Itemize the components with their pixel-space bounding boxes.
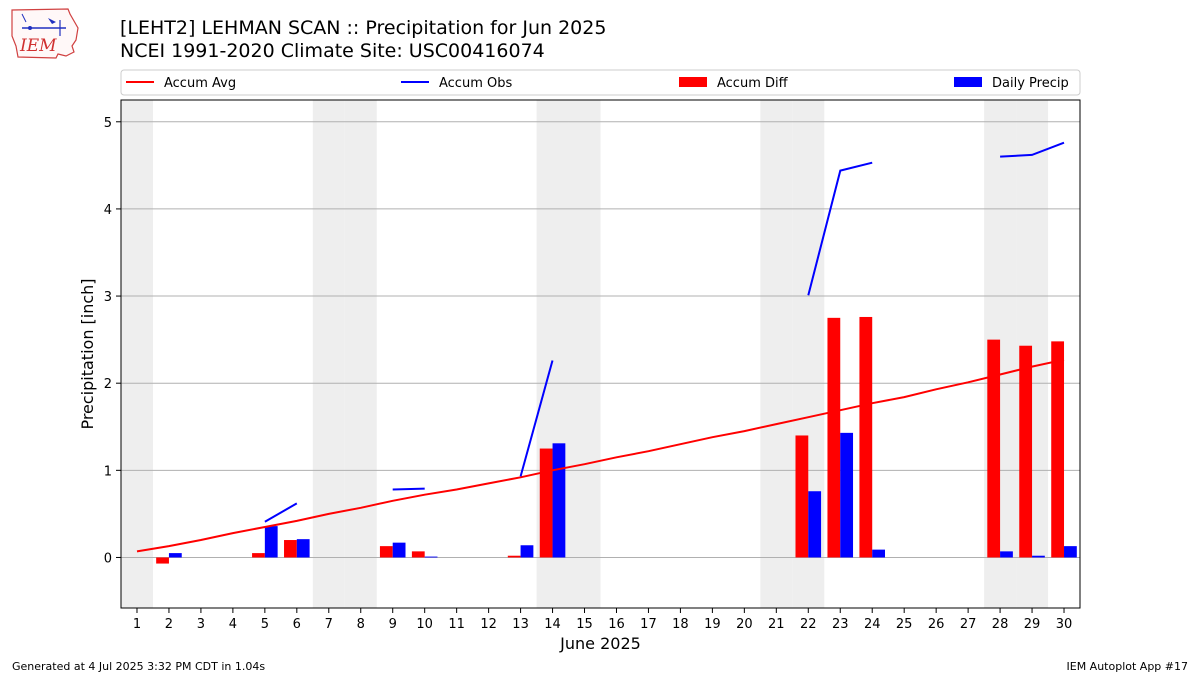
- logo-lettering: IEM: [19, 36, 57, 56]
- legend-label: Daily Precip: [992, 76, 1069, 91]
- weekend-band: [760, 100, 793, 608]
- x-tick-label: 13: [512, 617, 529, 632]
- accum-diff-bar: [252, 553, 265, 558]
- x-tick-label: 16: [608, 617, 625, 632]
- accum-diff-bar: [411, 551, 425, 558]
- x-tick-label: 17: [640, 617, 657, 632]
- x-tick-label: 1: [133, 617, 141, 632]
- x-tick-label: 14: [544, 617, 561, 632]
- accum-diff-bar: [987, 339, 1001, 558]
- y-axis-label: Precipitation [inch]: [78, 278, 97, 429]
- x-tick-label: 19: [704, 617, 721, 632]
- y-tick-label: 1: [104, 464, 112, 479]
- accum-diff-bar: [827, 317, 841, 558]
- daily-precip-bar: [1032, 555, 1045, 558]
- x-tick-label: 4: [229, 617, 237, 632]
- accum-obs-line: [392, 487, 425, 491]
- daily-precip-bar: [392, 542, 406, 558]
- legend-swatch: [679, 77, 707, 87]
- chart-subtitle: NCEI 1991-2020 Climate Site: USC00416074: [120, 40, 545, 62]
- legend-label: Accum Avg: [164, 76, 236, 91]
- accum-diff-bar: [284, 540, 297, 558]
- accum-diff-bar: [859, 316, 873, 558]
- daily-precip-bar: [1064, 546, 1077, 558]
- x-tick-label: 28: [992, 617, 1009, 632]
- accum-obs-line: [807, 161, 873, 296]
- x-tick-label: 15: [576, 617, 593, 632]
- daily-precip-bar: [168, 553, 182, 558]
- weekend-band: [568, 100, 601, 608]
- accum-diff-bar: [1019, 345, 1033, 558]
- daily-precip-bar: [872, 549, 886, 558]
- daily-precip-bar: [808, 491, 822, 558]
- x-tick-label: 6: [293, 617, 301, 632]
- legend-box: [120, 69, 1081, 96]
- x-tick-label: 2: [165, 617, 173, 632]
- x-tick-label: 22: [800, 617, 817, 632]
- x-tick-label: 7: [325, 617, 333, 632]
- daily-precip-bar: [424, 556, 438, 558]
- accum-avg-line: [136, 358, 1065, 553]
- weekend-band: [312, 100, 345, 608]
- chart-title: [LEHT2] LEHMAN SCAN :: Precipitation for…: [120, 17, 607, 39]
- daily-precip-bar: [264, 526, 278, 558]
- x-tick-label: 27: [960, 617, 977, 632]
- x-tick-label: 9: [389, 617, 397, 632]
- generated-footer: Generated at 4 Jul 2025 3:32 PM CDT in 1…: [12, 660, 266, 673]
- x-tick-label: 5: [261, 617, 269, 632]
- iem-logo: IEM: [11, 8, 79, 59]
- accum-diff-bar: [1051, 341, 1065, 558]
- x-tick-label: 11: [448, 617, 465, 632]
- x-tick-label: 25: [896, 617, 913, 632]
- accum-diff-bar: [507, 555, 521, 558]
- accum-diff-bar: [379, 546, 393, 558]
- x-tick-label: 12: [480, 617, 497, 632]
- x-tick-label: 18: [672, 617, 689, 632]
- x-tick-label: 26: [928, 617, 945, 632]
- accum-diff-bar: [156, 557, 169, 564]
- y-tick-label: 5: [104, 116, 112, 131]
- accum-obs-line: [519, 360, 554, 477]
- weekend-band: [121, 100, 153, 608]
- x-axis-label: June 2025: [559, 634, 641, 653]
- legend-label: Accum Diff: [717, 76, 789, 91]
- daily-precip-bar: [520, 545, 534, 558]
- x-tick-label: 3: [197, 617, 205, 632]
- accum-diff-bar: [539, 448, 553, 558]
- x-tick-label: 23: [832, 617, 849, 632]
- daily-precip-bar: [296, 539, 310, 558]
- y-tick-label: 3: [104, 290, 112, 305]
- legend-swatch: [954, 77, 982, 87]
- daily-precip-bar: [1000, 551, 1013, 558]
- y-tick-label: 0: [104, 551, 112, 566]
- x-tick-label: 30: [1056, 617, 1073, 632]
- x-tick-label: 29: [1024, 617, 1041, 632]
- x-tick-label: 21: [768, 617, 785, 632]
- y-tick-label: 4: [104, 203, 112, 218]
- accum-diff-bar: [795, 435, 809, 558]
- daily-precip-bar: [552, 443, 566, 558]
- plot-frame: [120, 99, 1081, 609]
- weekend-band: [344, 100, 377, 608]
- y-tick-label: 2: [104, 377, 112, 392]
- app-footer: IEM Autoplot App #17: [1066, 660, 1189, 673]
- x-tick-label: 8: [357, 617, 365, 632]
- accum-obs-line: [1000, 141, 1065, 158]
- daily-precip-bar: [840, 432, 854, 558]
- legend-label: Accum Obs: [439, 76, 512, 91]
- x-tick-label: 20: [736, 617, 753, 632]
- x-tick-label: 10: [416, 617, 433, 632]
- x-tick-label: 24: [864, 617, 881, 632]
- accum-obs-line: [264, 502, 298, 523]
